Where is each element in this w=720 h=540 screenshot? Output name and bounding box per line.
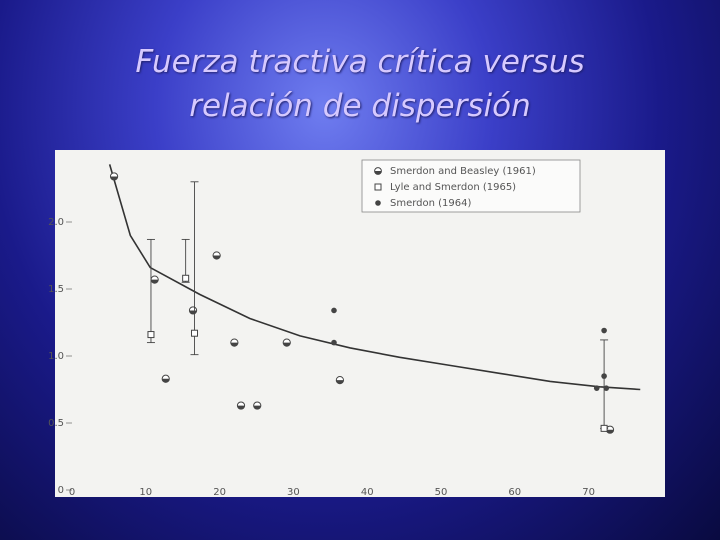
- marker: [230, 338, 239, 347]
- marker: [374, 183, 382, 191]
- legend-label: Smerdon and Beasley (1961): [390, 166, 536, 177]
- legend-label: Smerdon (1964): [390, 198, 472, 209]
- marker: [603, 385, 610, 391]
- marker: [282, 338, 291, 347]
- title-line: Fuerza tractiva crítica versus: [135, 44, 585, 80]
- marker: [150, 275, 159, 284]
- marker: [191, 329, 199, 337]
- marker: [375, 200, 381, 206]
- marker: [593, 385, 600, 391]
- marker: [212, 251, 221, 260]
- marker: [331, 307, 337, 314]
- marker: [600, 424, 608, 432]
- y-tick-label: 0: [58, 485, 64, 496]
- legend-box: [361, 159, 581, 213]
- x-tick-label: 20: [213, 487, 226, 498]
- marker: [109, 172, 119, 181]
- title-line: relación de dispersión: [189, 88, 531, 124]
- y-tick-label: 2.0: [48, 217, 64, 228]
- slide-title: Fuerza tractiva crítica versus relación …: [0, 40, 720, 128]
- fit-curve: [108, 164, 641, 391]
- legend-label: Lyle and Smerdon (1965): [390, 182, 516, 193]
- x-tick-label: 70: [582, 487, 595, 498]
- marker: [605, 425, 615, 434]
- marker: [335, 376, 344, 385]
- x-tick-label: 50: [435, 487, 448, 498]
- marker: [236, 401, 246, 410]
- marker: [331, 339, 337, 346]
- x-tick-label: 60: [508, 487, 521, 498]
- y-tick-label: 1.5: [48, 284, 64, 295]
- x-tick-label: 0: [69, 487, 75, 498]
- y-tick-label: 0.5: [48, 418, 64, 429]
- marker: [601, 327, 607, 334]
- marker: [161, 374, 170, 383]
- marker: [182, 274, 190, 282]
- marker: [147, 331, 155, 339]
- x-tick-label: 30: [287, 487, 300, 498]
- x-tick-label: 10: [139, 487, 152, 498]
- marker: [601, 373, 607, 379]
- marker: [253, 401, 262, 410]
- marker: [188, 306, 198, 315]
- marker: [374, 167, 382, 175]
- x-tick-label: 40: [361, 487, 374, 498]
- y-tick-label: 1.0: [48, 351, 64, 362]
